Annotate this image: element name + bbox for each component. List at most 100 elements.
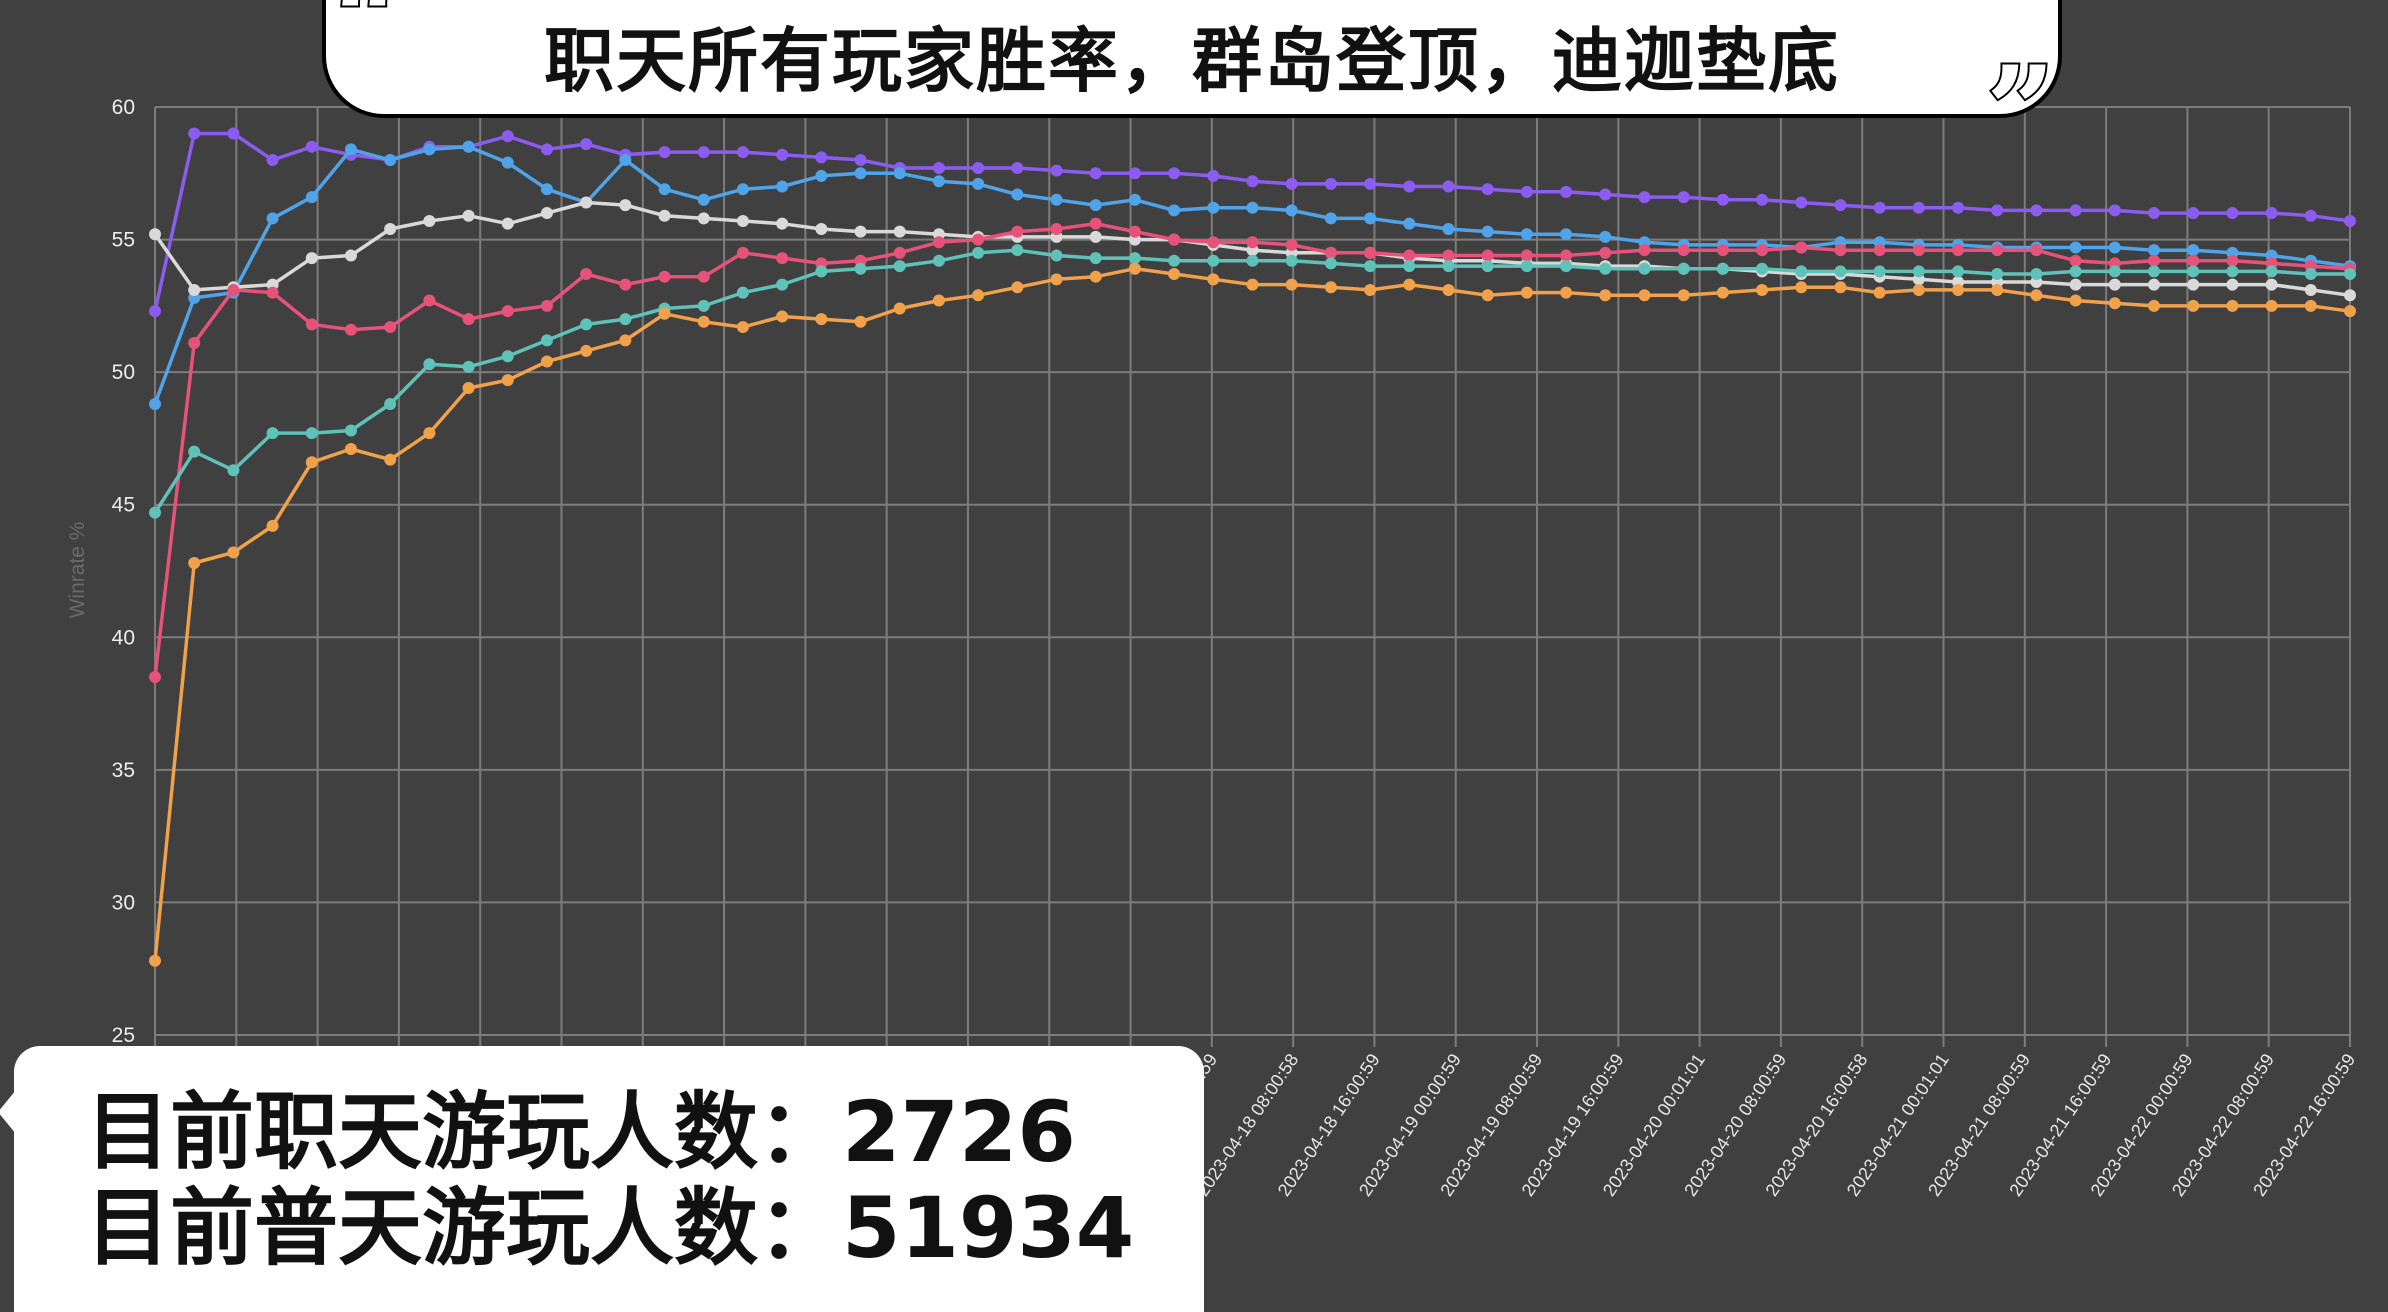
y-tick-label: 40 — [112, 626, 135, 649]
data-point — [2108, 204, 2121, 217]
data-point — [972, 289, 985, 302]
data-point — [1481, 225, 1494, 238]
data-point — [1912, 201, 1925, 214]
data-point — [2187, 244, 2200, 257]
data-point — [305, 318, 318, 331]
data-point — [1560, 249, 1573, 262]
data-point — [1285, 278, 1298, 291]
data-point — [2030, 289, 2043, 302]
close-quote-mark: ” — [1984, 38, 2057, 183]
open-quote-mark: “ — [332, 0, 405, 91]
data-point — [1873, 201, 1886, 214]
data-point — [1795, 281, 1808, 294]
data-point — [149, 397, 161, 410]
data-point — [1324, 212, 1337, 225]
data-point — [736, 183, 749, 196]
data-point — [1089, 167, 1102, 180]
data-point — [540, 183, 553, 196]
data-point — [776, 310, 789, 323]
data-point — [1403, 260, 1416, 273]
data-point — [2187, 278, 2200, 291]
data-point — [227, 283, 240, 296]
data-point — [540, 207, 553, 220]
data-point — [1324, 177, 1337, 190]
data-point — [854, 315, 867, 328]
data-point — [893, 167, 906, 180]
data-point — [501, 350, 514, 363]
data-point — [1364, 212, 1377, 225]
data-point — [1324, 246, 1337, 259]
data-point — [2304, 209, 2317, 222]
data-point — [149, 954, 161, 967]
data-point — [1952, 283, 1965, 296]
player-count-box — [14, 1046, 1204, 1312]
data-point — [2148, 299, 2161, 312]
data-point — [1560, 185, 1573, 198]
data-point — [1246, 254, 1259, 267]
data-point — [1756, 283, 1769, 296]
data-point — [815, 169, 828, 182]
data-point — [736, 146, 749, 159]
data-point — [384, 154, 397, 167]
data-point — [1403, 217, 1416, 230]
data-point — [1011, 161, 1024, 174]
data-point — [2344, 305, 2356, 318]
data-point — [266, 154, 279, 167]
data-point — [1912, 265, 1925, 278]
data-point — [1285, 254, 1298, 267]
data-point — [1599, 246, 1612, 259]
data-point — [658, 183, 671, 196]
data-point — [815, 265, 828, 278]
data-point — [697, 299, 710, 312]
data-point — [1011, 244, 1024, 257]
data-point — [1089, 199, 1102, 212]
data-point — [854, 167, 867, 180]
data-point — [1952, 244, 1965, 257]
data-point — [854, 225, 867, 238]
data-point — [501, 217, 514, 230]
data-point — [776, 217, 789, 230]
data-point — [2069, 204, 2082, 217]
data-point — [384, 321, 397, 334]
data-point — [2108, 297, 2121, 310]
data-point — [227, 127, 240, 140]
data-point — [1481, 289, 1494, 302]
data-point — [1442, 260, 1455, 273]
data-point — [1364, 177, 1377, 190]
data-point — [1207, 236, 1220, 249]
data-point — [1246, 201, 1259, 214]
data-point — [501, 374, 514, 387]
data-point — [462, 140, 475, 153]
data-point — [1128, 193, 1141, 206]
data-point — [1364, 246, 1377, 259]
series-1 — [149, 127, 2356, 318]
data-point — [501, 156, 514, 169]
data-point — [1677, 289, 1690, 302]
chart-title: 职天所有玩家胜率，群岛登顶，迪迦垫底 — [544, 19, 1840, 102]
y-tick-label: 35 — [112, 759, 135, 782]
data-point — [540, 299, 553, 312]
data-point — [815, 313, 828, 326]
data-point — [2344, 289, 2356, 302]
data-point — [540, 355, 553, 368]
data-point — [1011, 188, 1024, 201]
data-point — [1599, 230, 1612, 243]
data-point — [2304, 283, 2317, 296]
data-point — [854, 262, 867, 275]
data-point — [1716, 262, 1729, 275]
data-point — [1599, 188, 1612, 201]
data-point — [619, 199, 632, 212]
data-point — [344, 323, 357, 336]
data-point — [305, 252, 318, 265]
data-point — [893, 302, 906, 315]
data-point — [1991, 204, 2004, 217]
data-point — [1050, 249, 1063, 262]
data-point — [1952, 201, 1965, 214]
data-point — [1246, 175, 1259, 188]
data-point — [266, 427, 279, 440]
data-point — [1991, 283, 2004, 296]
data-point — [1599, 262, 1612, 275]
series-layer — [149, 127, 2356, 967]
data-point — [1246, 236, 1259, 249]
